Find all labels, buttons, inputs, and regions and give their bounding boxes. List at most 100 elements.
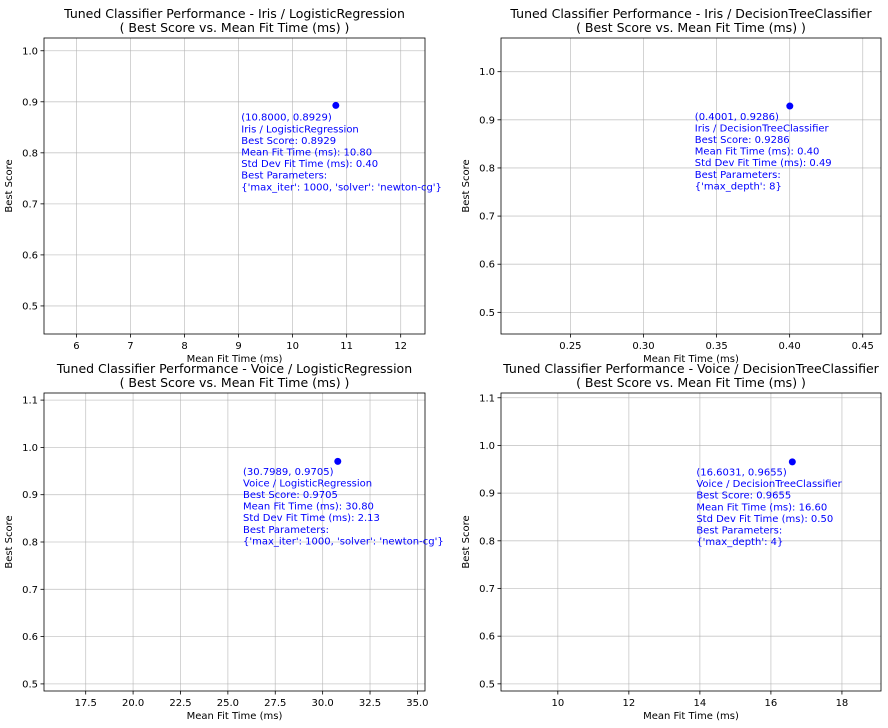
y-axis-label: Best Score bbox=[461, 159, 472, 212]
x-tick-label: 32.5 bbox=[359, 698, 381, 709]
y-tick-label: 1.1 bbox=[479, 393, 495, 404]
x-tick-label: 0.45 bbox=[852, 341, 874, 352]
x-tick-label: 14 bbox=[694, 698, 707, 709]
plot-area-frame bbox=[500, 37, 882, 335]
y-axis-label: Best Score bbox=[461, 515, 472, 568]
annotation-line: Std Dev Fit Time (ms): 0.50 bbox=[696, 514, 833, 525]
chart-panel-2: Tuned Classifier Performance - Iris / De… bbox=[461, 6, 882, 365]
annotation-line: Best Parameters: bbox=[695, 170, 781, 181]
x-tick-label: 0.35 bbox=[705, 341, 727, 352]
y-tick-label: 1.0 bbox=[22, 443, 38, 454]
x-tick-label: 11 bbox=[340, 341, 353, 352]
x-tick-label: 30.0 bbox=[312, 698, 334, 709]
y-tick-label: 1.0 bbox=[479, 441, 495, 452]
x-tick-label: 27.5 bbox=[264, 698, 286, 709]
data-point bbox=[332, 101, 340, 109]
chart-subtitle: ( Best Score vs. Mean Fit Time (ms) ) bbox=[120, 20, 350, 35]
x-tick-label: 10 bbox=[286, 341, 299, 352]
x-tick-label: 9 bbox=[235, 341, 241, 352]
annotation-line: (0.4001, 0.9286) bbox=[695, 112, 779, 123]
y-tick-label: 0.5 bbox=[22, 679, 38, 690]
annotation-line: {'max_depth': 8} bbox=[695, 181, 782, 192]
x-axis-label: Mean Fit Time (ms) bbox=[187, 711, 283, 722]
chart-panel-4: Tuned Classifier Performance - Voice / D… bbox=[461, 361, 882, 722]
y-tick-label: 0.7 bbox=[22, 199, 38, 210]
annotation-line: Best Score: 0.9655 bbox=[696, 491, 791, 502]
x-tick-label: 16 bbox=[765, 698, 778, 709]
chart-title: Tuned Classifier Performance - Voice / L… bbox=[56, 361, 412, 376]
y-tick-label: 0.7 bbox=[22, 585, 38, 596]
y-tick-label: 1.0 bbox=[22, 46, 38, 57]
y-tick-label: 0.9 bbox=[22, 490, 38, 501]
y-tick-label: 0.5 bbox=[479, 308, 495, 319]
y-tick-label: 0.8 bbox=[479, 536, 495, 547]
annotation-line: (16.6031, 0.9655) bbox=[696, 467, 787, 478]
annotation-line: Voice / DecisionTreeClassifier bbox=[696, 479, 842, 490]
x-tick-label: 8 bbox=[181, 341, 187, 352]
x-tick-label: 0.30 bbox=[632, 341, 654, 352]
x-tick-label: 7 bbox=[127, 341, 133, 352]
x-tick-label: 35.0 bbox=[406, 698, 428, 709]
annotation-line: Best Score: 0.9705 bbox=[243, 490, 338, 501]
annotation-line: {'max_iter': 1000, 'solver': 'newton-cg'… bbox=[243, 536, 444, 547]
x-tick-label: 12 bbox=[394, 341, 407, 352]
annotation-line: {'max_iter': 1000, 'solver': 'newton-cg'… bbox=[241, 182, 442, 193]
annotation-line: Best Parameters: bbox=[696, 525, 782, 536]
y-tick-label: 0.5 bbox=[22, 301, 38, 312]
chart-panel-1: Tuned Classifier Performance - Iris / Lo… bbox=[4, 6, 442, 365]
chart-subtitle: ( Best Score vs. Mean Fit Time (ms) ) bbox=[120, 375, 350, 390]
annotation-line: Voice / LogisticRegression bbox=[243, 478, 372, 489]
x-axis-label: Mean Fit Time (ms) bbox=[643, 711, 739, 722]
x-tick-label: 22.5 bbox=[169, 698, 191, 709]
x-tick-label: 17.5 bbox=[75, 698, 97, 709]
annotation-line: Mean Fit Time (ms): 0.40 bbox=[695, 147, 820, 158]
x-axis-label: Mean Fit Time (ms) bbox=[187, 354, 283, 365]
data-point bbox=[788, 458, 796, 466]
y-tick-label: 0.8 bbox=[22, 538, 38, 549]
plot-area-frame bbox=[43, 37, 426, 335]
x-axis-label: Mean Fit Time (ms) bbox=[643, 354, 739, 365]
annotation-line: Iris / DecisionTreeClassifier bbox=[695, 123, 830, 134]
chart-title: Tuned Classifier Performance - Iris / De… bbox=[509, 6, 872, 21]
x-tick-label: 18 bbox=[836, 698, 849, 709]
annotation-line: {'max_depth': 4} bbox=[696, 537, 783, 548]
y-tick-label: 0.6 bbox=[22, 250, 38, 261]
chart-title: Tuned Classifier Performance - Iris / Lo… bbox=[63, 6, 405, 21]
y-tick-label: 0.8 bbox=[479, 163, 495, 174]
x-tick-label: 20.0 bbox=[122, 698, 144, 709]
y-tick-label: 0.7 bbox=[479, 212, 495, 223]
y-tick-label: 0.8 bbox=[22, 148, 38, 159]
y-tick-label: 0.5 bbox=[479, 679, 495, 690]
annotation-line: Mean Fit Time (ms): 16.60 bbox=[696, 502, 827, 513]
x-tick-label: 12 bbox=[622, 698, 635, 709]
chart-subtitle: ( Best Score vs. Mean Fit Time (ms) ) bbox=[576, 375, 806, 390]
annotation-line: Best Parameters: bbox=[243, 525, 329, 536]
x-tick-label: 6 bbox=[73, 341, 79, 352]
chart-title: Tuned Classifier Performance - Voice / D… bbox=[502, 361, 879, 376]
y-tick-label: 0.6 bbox=[22, 632, 38, 643]
annotation-line: Std Dev Fit Time (ms): 0.40 bbox=[241, 159, 378, 170]
y-tick-label: 0.7 bbox=[479, 584, 495, 595]
x-tick-label: 0.25 bbox=[559, 341, 581, 352]
annotation-line: Std Dev Fit Time (ms): 2.13 bbox=[243, 513, 380, 524]
y-tick-label: 1.1 bbox=[22, 396, 38, 407]
y-tick-label: 0.9 bbox=[22, 97, 38, 108]
y-axis-label: Best Score bbox=[4, 159, 15, 212]
annotation-line: Std Dev Fit Time (ms): 0.49 bbox=[695, 158, 832, 169]
plot-area-frame bbox=[500, 392, 882, 692]
annotation-line: Best Parameters: bbox=[241, 171, 327, 182]
data-point bbox=[786, 102, 794, 110]
y-tick-label: 0.9 bbox=[479, 115, 495, 126]
y-tick-label: 0.6 bbox=[479, 632, 495, 643]
annotation-line: Best Score: 0.8929 bbox=[241, 136, 336, 147]
annotation-line: Iris / LogisticRegression bbox=[241, 124, 359, 135]
y-tick-label: 1.0 bbox=[479, 67, 495, 78]
data-point bbox=[334, 457, 342, 465]
y-tick-label: 0.9 bbox=[479, 489, 495, 500]
annotation-line: (30.7989, 0.9705) bbox=[243, 467, 334, 478]
annotation-line: (10.8000, 0.8929) bbox=[241, 113, 332, 124]
x-tick-label: 10 bbox=[551, 698, 564, 709]
y-axis-label: Best Score bbox=[4, 515, 15, 568]
annotation-line: Best Score: 0.9286 bbox=[695, 135, 790, 146]
